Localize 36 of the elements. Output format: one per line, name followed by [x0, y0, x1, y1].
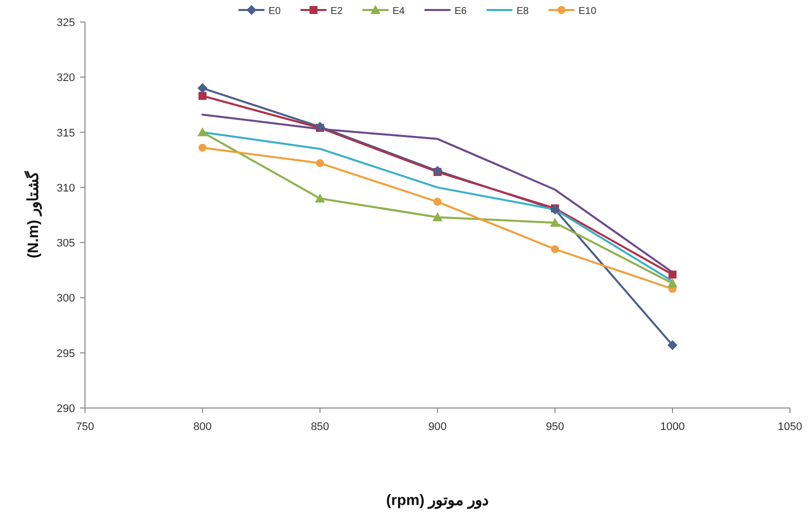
point [198, 83, 208, 94]
y-tick-label: 320 [56, 72, 75, 84]
point [316, 159, 324, 168]
legend-label: E4 [392, 6, 406, 17]
y-tick-label: 310 [56, 182, 75, 194]
point [198, 92, 206, 100]
point [551, 245, 559, 254]
x-tick-label: 1050 [778, 421, 802, 433]
y-axis-title: گشتاور (N.m) [24, 170, 42, 258]
x-tick-label: 1000 [660, 421, 685, 433]
y-tick-label: 290 [56, 403, 75, 415]
legend-label: E8 [516, 6, 530, 17]
point [432, 212, 442, 222]
point [668, 270, 676, 279]
x-tick-label: 900 [428, 421, 447, 433]
legend-label: E0 [268, 6, 282, 17]
y-tick-label: 295 [56, 348, 75, 360]
point [668, 278, 678, 288]
point [198, 127, 208, 136]
y-tick-label: 325 [56, 17, 75, 29]
y-tick-label: 300 [56, 292, 75, 305]
x-tick-label: 800 [193, 421, 212, 433]
x-tick-label: 750 [76, 421, 94, 433]
x-tick-label: 950 [546, 421, 564, 433]
y-tick-label: 315 [56, 127, 75, 140]
x-axis-title: دور موتور (rpm) [386, 492, 489, 509]
point [198, 144, 206, 152]
point [668, 340, 678, 350]
point [550, 218, 560, 227]
legend-label: E2 [330, 6, 344, 17]
legend-label: E10 [578, 6, 597, 17]
x-tick-label: 850 [310, 421, 330, 433]
legend-label: E6 [454, 6, 468, 17]
y-tick-label: 305 [56, 238, 75, 250]
point [434, 198, 442, 206]
point [315, 193, 325, 202]
